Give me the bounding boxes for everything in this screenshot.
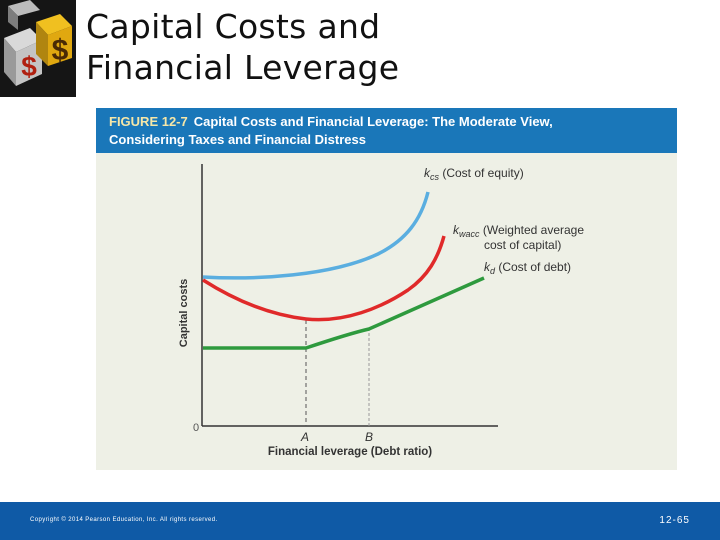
y-axis-label: Capital costs	[178, 279, 190, 347]
figure-caption-line-2: Considering Taxes and Financial Distress	[109, 132, 366, 147]
figure-header: FIGURE 12-7 Capital Costs and Financial L…	[96, 108, 677, 153]
slide-title-line-1: Capital Costs and	[86, 7, 381, 46]
slide-number: 12-65	[659, 515, 690, 526]
slide-title: Capital Costs and Financial Leverage	[86, 6, 399, 88]
wacc-curve	[202, 235, 446, 322]
cost-of-debt-curve	[203, 276, 485, 350]
origin-label: 0	[193, 422, 199, 434]
wacc-label: kwacc (Weighted average	[453, 223, 584, 239]
svg-text:$: $	[52, 34, 69, 67]
figure-number: FIGURE 12-7	[109, 114, 188, 129]
cost-of-equity-curve	[202, 191, 430, 280]
slide-title-line-2: Financial Leverage	[86, 48, 400, 87]
dollar-cubes-icon: $ $	[0, 0, 76, 97]
wacc-label-line-2: cost of capital)	[484, 238, 561, 252]
footer-bar: Copyright © 2014 Pearson Education, Inc.…	[0, 502, 720, 540]
point-a-label: A	[300, 430, 309, 444]
x-axis-label: Financial leverage (Debt ratio)	[268, 446, 432, 458]
copyright-text: Copyright © 2014 Pearson Education, Inc.…	[30, 517, 218, 523]
dollar-cubes-logo: $ $	[0, 0, 76, 97]
cost-of-debt-label: kd (Cost of debt)	[484, 260, 571, 276]
point-b-label: B	[365, 430, 373, 444]
svg-text:$: $	[21, 51, 37, 82]
cost-of-equity-label: kcs (Cost of equity)	[424, 166, 524, 182]
figure-caption-line-1: Capital Costs and Financial Leverage: Th…	[193, 114, 553, 129]
figure-caption: FIGURE 12-7 Capital Costs and Financial L…	[109, 113, 553, 149]
capital-costs-diagram: Capital costs 0 A B Financial leverage (…	[178, 164, 584, 458]
figure-panel: FIGURE 12-7 Capital Costs and Financial L…	[96, 108, 677, 470]
